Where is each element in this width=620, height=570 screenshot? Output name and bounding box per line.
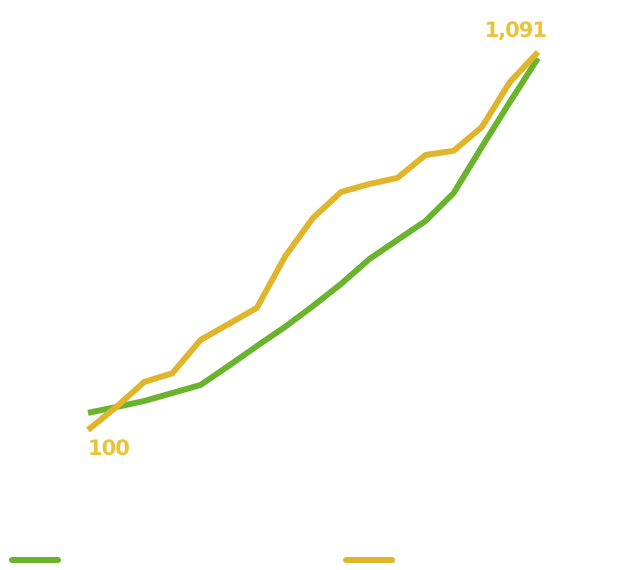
series-line: [86, 49, 541, 433]
series-line: [87, 56, 541, 416]
data-label: 100: [88, 436, 129, 460]
data-label: 1,091: [485, 18, 547, 42]
